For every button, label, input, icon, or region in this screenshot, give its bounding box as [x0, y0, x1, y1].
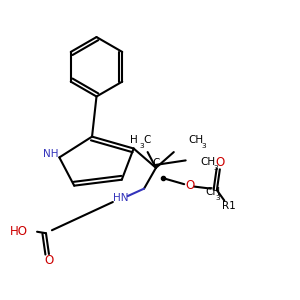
Text: 3: 3	[201, 143, 206, 149]
Text: 3: 3	[216, 196, 220, 202]
Text: 3: 3	[140, 143, 144, 149]
Text: NH: NH	[43, 149, 58, 160]
Text: O: O	[215, 156, 224, 169]
Text: HN: HN	[112, 193, 128, 203]
Text: CH: CH	[200, 157, 216, 167]
Text: O: O	[185, 179, 195, 192]
Text: 3: 3	[213, 166, 218, 172]
Text: O: O	[44, 254, 54, 267]
Text: HO: HO	[10, 225, 28, 238]
Text: R1: R1	[222, 202, 236, 212]
Text: CH: CH	[205, 187, 220, 196]
Text: CH: CH	[189, 135, 204, 145]
Text: C: C	[152, 158, 160, 168]
Text: C: C	[143, 135, 151, 145]
Text: H: H	[130, 135, 138, 145]
